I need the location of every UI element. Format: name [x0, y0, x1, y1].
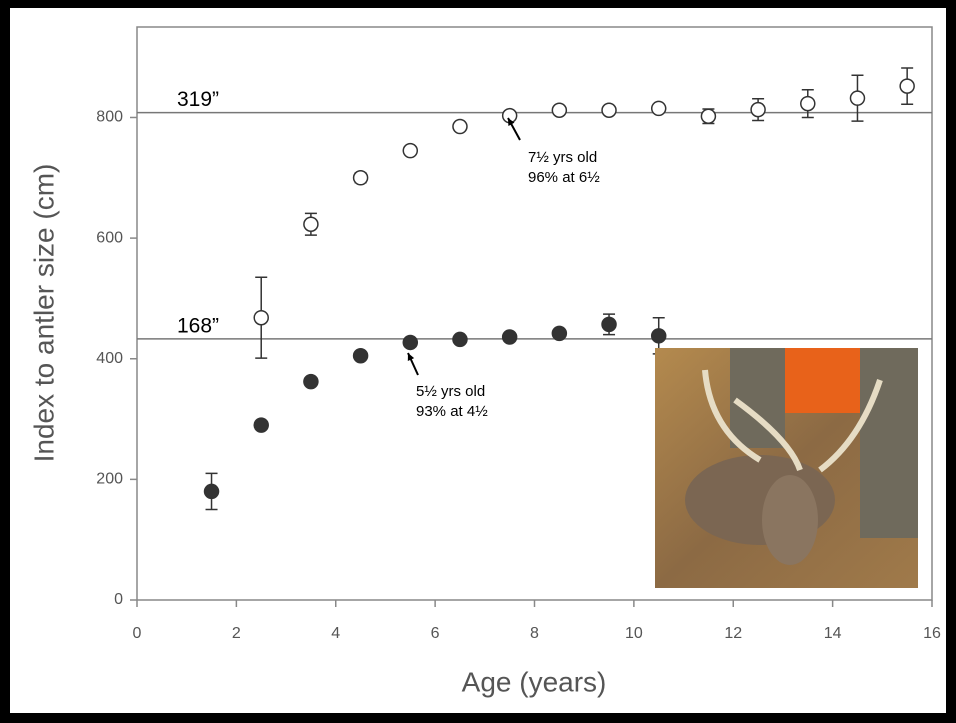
data-point: [800, 95, 816, 112]
annotation-arrowhead: [407, 353, 415, 361]
data-point: [551, 325, 568, 342]
data-point: [650, 328, 667, 344]
data-point: [352, 347, 369, 364]
y-tick-label: 800: [96, 109, 123, 126]
x-tick-label: 10: [625, 625, 643, 642]
data-point: [303, 373, 319, 390]
x-tick-label: 8: [530, 625, 539, 642]
x-tick-label: 4: [331, 625, 340, 642]
data-point: [650, 100, 667, 117]
y-tick-label: 0: [114, 591, 123, 608]
annotation-arrowhead: [508, 118, 515, 126]
annotation: 96% at 6½: [528, 169, 600, 186]
y-tick-label: 200: [96, 471, 123, 488]
y-axis-title: Index to antler size (cm): [28, 164, 59, 463]
data-point: [750, 101, 766, 118]
data-point: [601, 102, 617, 118]
data-point: [501, 329, 518, 345]
annotation: 7½ yrs old: [528, 149, 597, 166]
data-point: [452, 331, 468, 348]
x-tick-label: 0: [133, 625, 142, 642]
x-axis-title: Age (years): [462, 666, 607, 697]
x-tick-label: 16: [923, 625, 941, 642]
data-point: [352, 170, 369, 186]
y-tick-label: 400: [96, 350, 123, 367]
x-tick-label: 14: [824, 625, 842, 642]
data-point: [203, 483, 220, 500]
x-tick-label: 12: [724, 625, 742, 642]
data-point: [700, 108, 717, 125]
data-point: [601, 316, 617, 333]
data-point: [402, 142, 419, 159]
data-point: [253, 417, 269, 433]
data-point: [303, 216, 319, 232]
reference-label: 168”: [177, 314, 219, 337]
x-tick-label: 2: [232, 625, 241, 642]
data-point: [849, 90, 866, 106]
deer-photo: [655, 348, 918, 588]
x-tick-label: 6: [431, 625, 440, 642]
data-point: [402, 334, 419, 351]
annotation: 5½ yrs old: [416, 383, 485, 400]
annotation: 93% at 4½: [416, 403, 488, 420]
data-point: [899, 78, 915, 94]
data-point: [551, 102, 568, 118]
data-point: [452, 118, 468, 135]
reference-label: 319”: [177, 88, 219, 111]
y-tick-label: 600: [96, 229, 123, 246]
data-point: [253, 309, 269, 326]
